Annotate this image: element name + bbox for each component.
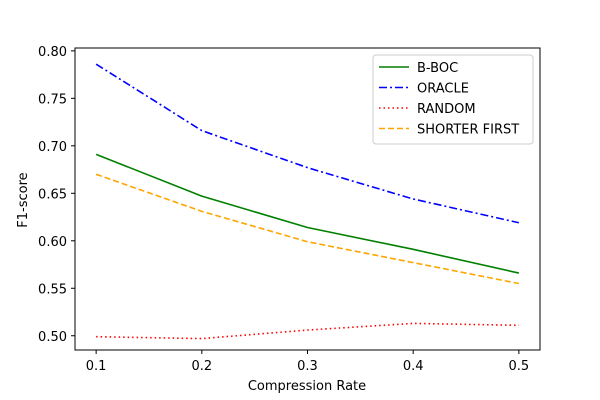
y-tick-label: 0.75 xyxy=(38,92,67,107)
y-tick-label: 0.65 xyxy=(38,187,67,202)
legend-label-oracle: ORACLE xyxy=(417,82,469,97)
x-tick-label: 0.3 xyxy=(297,359,318,374)
y-tick-label: 0.70 xyxy=(38,140,67,155)
legend-box xyxy=(372,54,534,145)
series-line-random xyxy=(96,322,519,340)
series-line-shorter-first xyxy=(95,173,520,285)
x-axis-label: Compression Rate xyxy=(248,379,366,394)
y-tick-label: 0.55 xyxy=(38,282,67,297)
y-tick-label: 0.80 xyxy=(38,45,67,60)
legend: B-BOC ORACLE RANDOM SHORTER FIRST xyxy=(372,54,534,145)
series-line-b-boc xyxy=(95,153,520,274)
y-tick-label: 0.50 xyxy=(38,330,67,345)
series-line-oracle xyxy=(95,63,520,224)
legend-label-shorter-first: SHORTER FIRST xyxy=(417,123,519,138)
y-tick-label: 0.60 xyxy=(38,235,67,250)
x-tick-label: 0.1 xyxy=(86,359,107,374)
legend-label-b-boc: B-BOC xyxy=(417,61,458,76)
y-axis-label: F1-score xyxy=(16,172,31,227)
x-tick-label: 0.2 xyxy=(191,359,212,374)
x-tick-label: 0.5 xyxy=(509,359,530,374)
x-tick-label: 0.4 xyxy=(403,359,424,374)
legend-label-random: RANDOM xyxy=(417,102,476,117)
